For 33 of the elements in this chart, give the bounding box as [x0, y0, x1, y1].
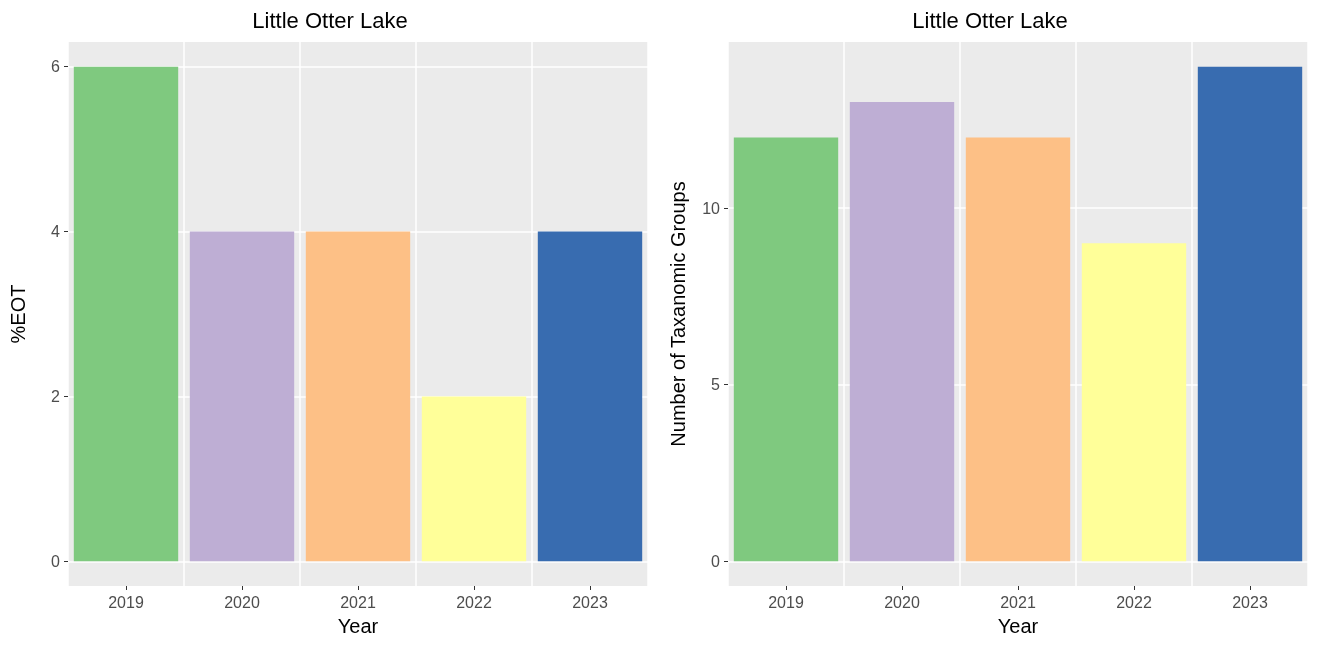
bar [1081, 243, 1187, 562]
x-tick-label: 2023 [1232, 593, 1268, 611]
y-tick-label: 0 [51, 552, 61, 570]
y-axis-title: %EOT [7, 284, 29, 344]
x-tick-label: 2022 [1116, 593, 1152, 611]
bar [849, 102, 955, 562]
y-tick-label: 10 [702, 199, 721, 217]
x-tick-label: 2021 [340, 593, 376, 611]
x-tick-label: 2020 [224, 593, 260, 611]
y-tick-label: 4 [51, 223, 61, 241]
x-tick-label: 2019 [768, 593, 804, 611]
x-tick-label: 2022 [456, 593, 492, 611]
y-tick-label: 5 [711, 376, 721, 394]
bar [189, 231, 295, 562]
chart-title: Little Otter Lake [912, 7, 1068, 33]
bar [733, 137, 839, 562]
x-axis-title: Year [337, 615, 379, 637]
x-tick-label: 2019 [108, 593, 144, 611]
bar [305, 231, 411, 562]
bar [1197, 66, 1303, 562]
bar [537, 231, 643, 562]
y-tick-label: 2 [51, 387, 61, 405]
bar [421, 396, 527, 562]
x-axis-title: Year [997, 615, 1039, 637]
chart-title: Little Otter Lake [252, 7, 408, 33]
y-tick-label: 6 [51, 58, 61, 76]
x-tick-label: 2021 [1000, 593, 1036, 611]
y-axis-title: Number of Taxanomic Groups [667, 181, 689, 447]
bar [965, 137, 1071, 562]
y-tick-label: 0 [711, 552, 721, 570]
x-tick-label: 2023 [572, 593, 608, 611]
x-tick-label: 2020 [884, 593, 920, 611]
bar [73, 66, 179, 562]
